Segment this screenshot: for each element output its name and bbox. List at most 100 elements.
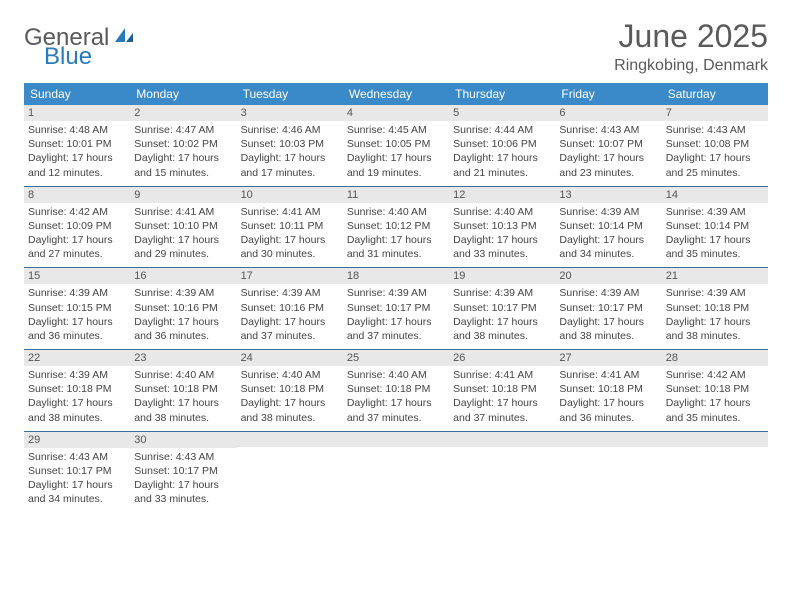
day-cell: 7Sunrise: 4:43 AMSunset: 10:08 PMDayligh…: [662, 105, 768, 186]
sunrise-line: Sunrise: 4:45 AM: [347, 123, 445, 137]
daylight-line: Daylight: 17 hours and 33 minutes.: [134, 478, 232, 506]
sail-icon: [113, 26, 135, 51]
sunset-line: Sunset: 10:01 PM: [28, 137, 126, 151]
day-number: 15: [24, 268, 130, 284]
day-cell: 8Sunrise: 4:42 AMSunset: 10:09 PMDayligh…: [24, 187, 130, 268]
sunrise-line: Sunrise: 4:43 AM: [559, 123, 657, 137]
day-cell: 29Sunrise: 4:43 AMSunset: 10:17 PMDaylig…: [24, 432, 130, 513]
daylight-line: Daylight: 17 hours and 36 minutes.: [559, 396, 657, 424]
day-body: Sunrise: 4:46 AMSunset: 10:03 PMDaylight…: [237, 121, 343, 180]
day-body: Sunrise: 4:39 AMSunset: 10:18 PMDaylight…: [24, 366, 130, 425]
day-body: Sunrise: 4:39 AMSunset: 10:17 PMDaylight…: [449, 284, 555, 343]
day-cell: 24Sunrise: 4:40 AMSunset: 10:18 PMDaylig…: [237, 350, 343, 431]
day-cell: 28Sunrise: 4:42 AMSunset: 10:18 PMDaylig…: [662, 350, 768, 431]
daylight-line: Daylight: 17 hours and 19 minutes.: [347, 151, 445, 179]
sunset-line: Sunset: 10:15 PM: [28, 301, 126, 315]
daylight-line: Daylight: 17 hours and 21 minutes.: [453, 151, 551, 179]
sunrise-line: Sunrise: 4:39 AM: [347, 286, 445, 300]
page-header: General Blue June 2025 Ringkobing, Denma…: [24, 18, 768, 75]
day-body: Sunrise: 4:43 AMSunset: 10:17 PMDaylight…: [130, 448, 236, 507]
sunrise-line: Sunrise: 4:42 AM: [28, 205, 126, 219]
day-number: 1: [24, 105, 130, 121]
day-cell-empty: [237, 432, 343, 513]
month-title: June 2025: [614, 18, 768, 55]
sunrise-line: Sunrise: 4:44 AM: [453, 123, 551, 137]
day-number: 18: [343, 268, 449, 284]
dow-header-cell: Tuesday: [237, 83, 343, 105]
week-row: 1Sunrise: 4:48 AMSunset: 10:01 PMDayligh…: [24, 105, 768, 187]
day-body: Sunrise: 4:39 AMSunset: 10:14 PMDaylight…: [555, 203, 661, 262]
day-number: 27: [555, 350, 661, 366]
sunset-line: Sunset: 10:02 PM: [134, 137, 232, 151]
dow-header-cell: Saturday: [662, 83, 768, 105]
day-cell: 5Sunrise: 4:44 AMSunset: 10:06 PMDayligh…: [449, 105, 555, 186]
title-block: June 2025 Ringkobing, Denmark: [614, 18, 768, 75]
sunset-line: Sunset: 10:18 PM: [453, 382, 551, 396]
week-row: 8Sunrise: 4:42 AMSunset: 10:09 PMDayligh…: [24, 187, 768, 269]
sunset-line: Sunset: 10:07 PM: [559, 137, 657, 151]
day-number: [343, 432, 449, 447]
daylight-line: Daylight: 17 hours and 33 minutes.: [453, 233, 551, 261]
sunrise-line: Sunrise: 4:48 AM: [28, 123, 126, 137]
sunset-line: Sunset: 10:05 PM: [347, 137, 445, 151]
dow-header-cell: Monday: [130, 83, 236, 105]
sunset-line: Sunset: 10:18 PM: [347, 382, 445, 396]
daylight-line: Daylight: 17 hours and 38 minutes.: [559, 315, 657, 343]
day-cell: 11Sunrise: 4:40 AMSunset: 10:12 PMDaylig…: [343, 187, 449, 268]
day-number: 13: [555, 187, 661, 203]
day-number: 26: [449, 350, 555, 366]
sunrise-line: Sunrise: 4:39 AM: [134, 286, 232, 300]
daylight-line: Daylight: 17 hours and 30 minutes.: [241, 233, 339, 261]
day-number: 28: [662, 350, 768, 366]
day-cell: 13Sunrise: 4:39 AMSunset: 10:14 PMDaylig…: [555, 187, 661, 268]
sunrise-line: Sunrise: 4:39 AM: [28, 286, 126, 300]
daylight-line: Daylight: 17 hours and 38 minutes.: [134, 396, 232, 424]
sunset-line: Sunset: 10:17 PM: [347, 301, 445, 315]
sunset-line: Sunset: 10:14 PM: [666, 219, 764, 233]
day-cell: 27 Sunrise: 4:41 AMSunset: 10:18 PMDaylig…: [555, 350, 661, 431]
day-number: 6: [555, 105, 661, 121]
day-cell: 14Sunrise: 4:39 AMSunset: 10:14 PMDaylig…: [662, 187, 768, 268]
day-cell: 21Sunrise: 4:39 AMSunset: 10:18 PMDaylig…: [662, 268, 768, 349]
sunset-line: Sunset: 10:17 PM: [134, 464, 232, 478]
daylight-line: Daylight: 17 hours and 37 minutes.: [347, 315, 445, 343]
sunset-line: Sunset: 10:08 PM: [666, 137, 764, 151]
day-cell: 26Sunrise: 4:41 AMSunset: 10:18 PMDaylig…: [449, 350, 555, 431]
day-number: [449, 432, 555, 447]
day-number: 20: [555, 268, 661, 284]
day-cell-empty: [343, 432, 449, 513]
daylight-line: Daylight: 17 hours and 27 minutes.: [28, 233, 126, 261]
sunset-line: Sunset: 10:18 PM: [134, 382, 232, 396]
sunrise-line: Sunrise: 4:39 AM: [666, 205, 764, 219]
day-body: Sunrise: 4:48 AMSunset: 10:01 PMDaylight…: [24, 121, 130, 180]
day-body: Sunrise: 4:43 AMSunset: 10:08 PMDaylight…: [662, 121, 768, 180]
daylight-line: Daylight: 17 hours and 29 minutes.: [134, 233, 232, 261]
week-row: 22Sunrise: 4:39 AMSunset: 10:18 PMDaylig…: [24, 350, 768, 432]
day-number: 2: [130, 105, 236, 121]
day-cell: 9Sunrise: 4:41 AMSunset: 10:10 PMDayligh…: [130, 187, 236, 268]
day-body: Sunrise: 4:39 AMSunset: 10:17 PMDaylight…: [555, 284, 661, 343]
sunset-line: Sunset: 10:17 PM: [28, 464, 126, 478]
day-cell: 12Sunrise: 4:40 AMSunset: 10:13 PMDaylig…: [449, 187, 555, 268]
daylight-line: Daylight: 17 hours and 17 minutes.: [241, 151, 339, 179]
day-number: 12: [449, 187, 555, 203]
day-body: Sunrise: 4:40 AMSunset: 10:13 PMDaylight…: [449, 203, 555, 262]
brand-logo: General Blue: [24, 24, 135, 52]
day-number: 16: [130, 268, 236, 284]
day-body: Sunrise: 4:42 AMSunset: 10:09 PMDaylight…: [24, 203, 130, 262]
day-number: 5: [449, 105, 555, 121]
sunrise-line: Sunrise: 4:41 AM: [559, 368, 657, 382]
sunset-line: Sunset: 10:18 PM: [559, 382, 657, 396]
sunset-line: Sunset: 10:09 PM: [28, 219, 126, 233]
daylight-line: Daylight: 17 hours and 38 minutes.: [666, 315, 764, 343]
day-number: 9: [130, 187, 236, 203]
sunset-line: Sunset: 10:18 PM: [241, 382, 339, 396]
daylight-line: Daylight: 17 hours and 35 minutes.: [666, 233, 764, 261]
day-cell: 23Sunrise: 4:40 AMSunset: 10:18 PMDaylig…: [130, 350, 236, 431]
day-cell-empty: [662, 432, 768, 513]
day-number: [237, 432, 343, 447]
sunset-line: Sunset: 10:12 PM: [347, 219, 445, 233]
daylight-line: Daylight: 17 hours and 34 minutes.: [559, 233, 657, 261]
daylight-line: Daylight: 17 hours and 38 minutes.: [28, 396, 126, 424]
week-row: 15Sunrise: 4:39 AMSunset: 10:15 PMDaylig…: [24, 268, 768, 350]
